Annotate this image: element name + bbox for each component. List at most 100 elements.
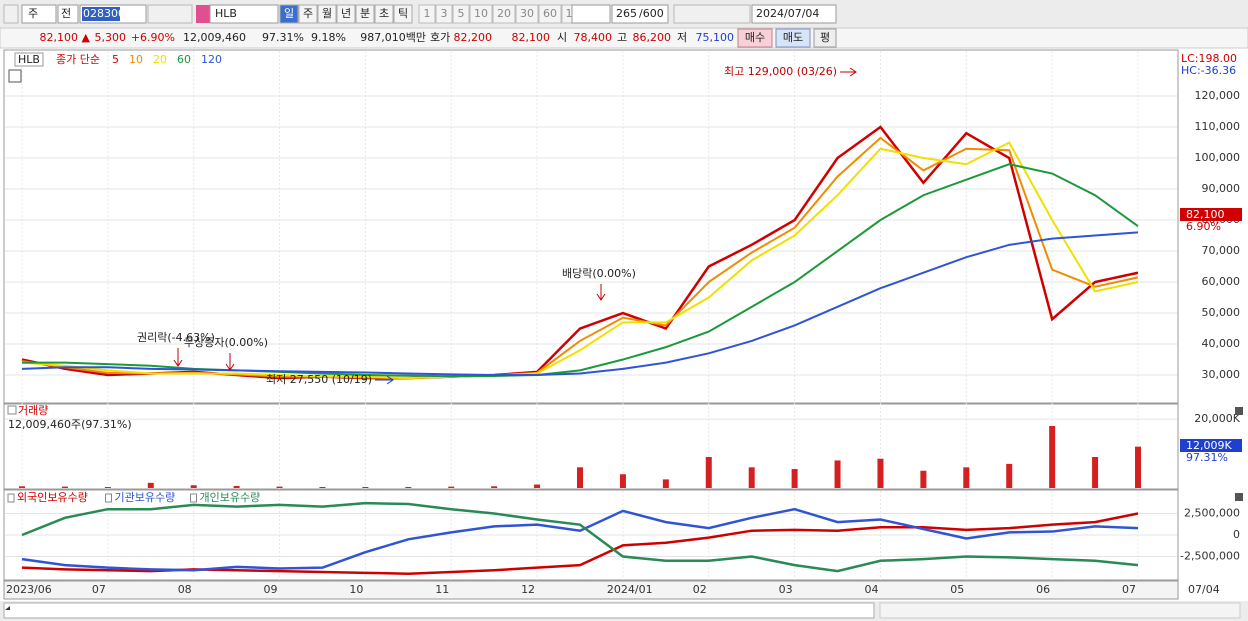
x-tick-label: 09 xyxy=(264,583,278,596)
interval: 20 xyxy=(497,7,511,20)
market: 주 xyxy=(28,7,38,20)
x-tick-label: 02 xyxy=(693,583,707,596)
volume-bar xyxy=(662,479,669,488)
dividend-annotation: 배당락(0.00%) xyxy=(562,267,636,280)
interval-button[interactable] xyxy=(435,4,453,24)
interval-button[interactable] xyxy=(418,4,436,24)
volume-bar xyxy=(1135,446,1141,488)
interval-button[interactable] xyxy=(515,4,539,24)
holdings-panel xyxy=(3,489,1179,581)
interval: 30 xyxy=(520,7,534,20)
tool-buttons[interactable] xyxy=(673,4,751,24)
open-label: 시 xyxy=(557,31,567,44)
scroll-track[interactable] xyxy=(3,602,875,619)
period-button[interactable] xyxy=(336,4,356,24)
table-icon[interactable] xyxy=(8,69,22,83)
last-price-box xyxy=(1180,208,1242,221)
date-box[interactable] xyxy=(751,4,837,24)
volume-bar xyxy=(362,486,369,488)
x-tick-label: 2024/01 xyxy=(607,583,653,596)
interval: 3 xyxy=(441,7,448,20)
sell-button[interactable] xyxy=(775,28,811,48)
close-icon[interactable] xyxy=(1235,407,1243,415)
legend-entry: 10 xyxy=(129,53,143,66)
legend-entry: 120 xyxy=(201,53,222,66)
interval-button[interactable] xyxy=(469,4,493,24)
ask: 82,200 xyxy=(454,31,493,44)
volume-summary: 12,009,460주(97.31%) xyxy=(8,418,132,431)
low-label: 저 xyxy=(677,31,687,44)
buy-button[interactable] xyxy=(737,28,773,48)
volume-bar xyxy=(491,486,498,488)
price: 82,100 ▲ xyxy=(40,31,91,44)
legend-swatch xyxy=(7,493,15,503)
volume-bar xyxy=(834,460,841,488)
y-tick-label: 110,000 xyxy=(1195,120,1241,133)
menu-button[interactable] xyxy=(3,4,19,24)
y-tick-label: 60,000 xyxy=(1202,275,1241,288)
nav-buttons[interactable] xyxy=(879,602,1241,619)
stock-name: HLB xyxy=(215,7,237,20)
turnover: 9.18% xyxy=(311,31,346,44)
period: 주 xyxy=(303,7,313,20)
volume-title: 거래량 xyxy=(18,404,48,417)
period-button[interactable] xyxy=(393,4,413,24)
count-box[interactable] xyxy=(611,4,669,24)
volume-bar xyxy=(1092,456,1099,488)
high-arrow xyxy=(840,67,857,77)
period-button[interactable] xyxy=(279,4,299,24)
code-selection xyxy=(82,7,120,21)
volume-bar xyxy=(147,482,154,488)
ask-label: 호가 xyxy=(430,31,450,44)
volume-bar xyxy=(748,467,755,488)
legend-entry: 기관보유수량 xyxy=(115,491,176,504)
lc: LC:198.00 xyxy=(1181,52,1237,65)
y-tick-label: 90,000 xyxy=(1202,182,1241,195)
scroll-left[interactable] xyxy=(5,606,10,610)
market-select[interactable] xyxy=(21,4,57,24)
volume-bar xyxy=(104,486,111,488)
dividend-arrow xyxy=(596,284,606,301)
last-price: 82,100 xyxy=(1186,208,1225,221)
last-change: 6.90% xyxy=(1186,220,1221,233)
buy: 매수 xyxy=(745,31,765,44)
y-tick-label: 20,000K xyxy=(1194,412,1240,425)
date-axis xyxy=(3,580,1179,600)
bonus-arrow xyxy=(225,353,235,371)
period: 일 xyxy=(284,6,294,20)
legend-title: 종가 단순 xyxy=(56,53,100,66)
hc: HC:-36.36 xyxy=(1181,64,1236,77)
panel-icon[interactable] xyxy=(7,405,17,415)
legend-swatch xyxy=(190,493,197,503)
period-button[interactable] xyxy=(374,4,394,24)
period: 분 xyxy=(360,7,370,20)
low-arrow xyxy=(375,375,394,385)
period-button[interactable] xyxy=(298,4,318,24)
volume-bar xyxy=(920,470,927,488)
interval-button[interactable] xyxy=(452,4,470,24)
period: 월 xyxy=(322,7,332,20)
date: 2024/07/04 xyxy=(756,7,819,20)
high-annotation: 최고 129,000 (03/26) xyxy=(724,65,837,78)
avg-button[interactable] xyxy=(813,28,837,48)
period-button[interactable] xyxy=(317,4,337,24)
series-line xyxy=(21,141,1139,380)
name-box[interactable] xyxy=(209,4,279,24)
x-tick-label: 07 xyxy=(92,583,106,596)
close-icon[interactable] xyxy=(1235,493,1243,501)
interval: 5 xyxy=(458,7,465,20)
interval-button[interactable] xyxy=(538,4,562,24)
rights-annotation: 권리락(-4.63%) xyxy=(137,331,215,344)
change: 5,300 xyxy=(95,31,127,44)
avg: 평 xyxy=(820,31,830,44)
combo[interactable] xyxy=(571,4,611,24)
search-buttons[interactable] xyxy=(147,4,193,24)
end-date: 07/04 xyxy=(1188,583,1220,596)
period-button[interactable] xyxy=(355,4,375,24)
view-select[interactable] xyxy=(57,4,79,24)
y-tick-label: 40,000 xyxy=(1202,337,1241,350)
bonus-annotation: 무상증자(0.00%) xyxy=(184,336,268,349)
high-label: 고 xyxy=(617,31,627,44)
y-tick-label: 70,000 xyxy=(1202,244,1241,257)
interval-button[interactable] xyxy=(492,4,516,24)
